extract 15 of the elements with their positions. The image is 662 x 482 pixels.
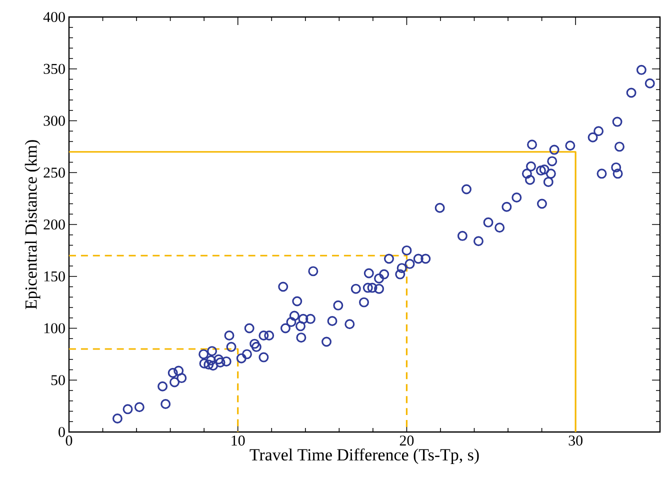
y-tick-label: 250 xyxy=(44,168,65,178)
x-tick-label: 30 xyxy=(568,436,582,446)
y-tick-label: 50 xyxy=(51,375,65,386)
x-tick-label: 0 xyxy=(66,436,72,446)
y-axis-title: Epicentral Distance (km) xyxy=(24,140,40,310)
x-tick-label: 10 xyxy=(232,436,245,446)
y-tick-label: 400 xyxy=(43,12,65,22)
y-tick-label: 100 xyxy=(44,323,65,334)
y-tick-label: 0 xyxy=(58,426,65,438)
y-tick-label: 350 xyxy=(44,64,65,74)
x-tick-label: 20 xyxy=(400,436,414,446)
x-axis-title: Travel Time Difference (Ts-Tp, s) xyxy=(250,448,479,464)
y-tick-label: 200 xyxy=(44,219,65,230)
y-tick-label: 300 xyxy=(44,116,65,126)
y-tick-label: 150 xyxy=(44,271,65,282)
